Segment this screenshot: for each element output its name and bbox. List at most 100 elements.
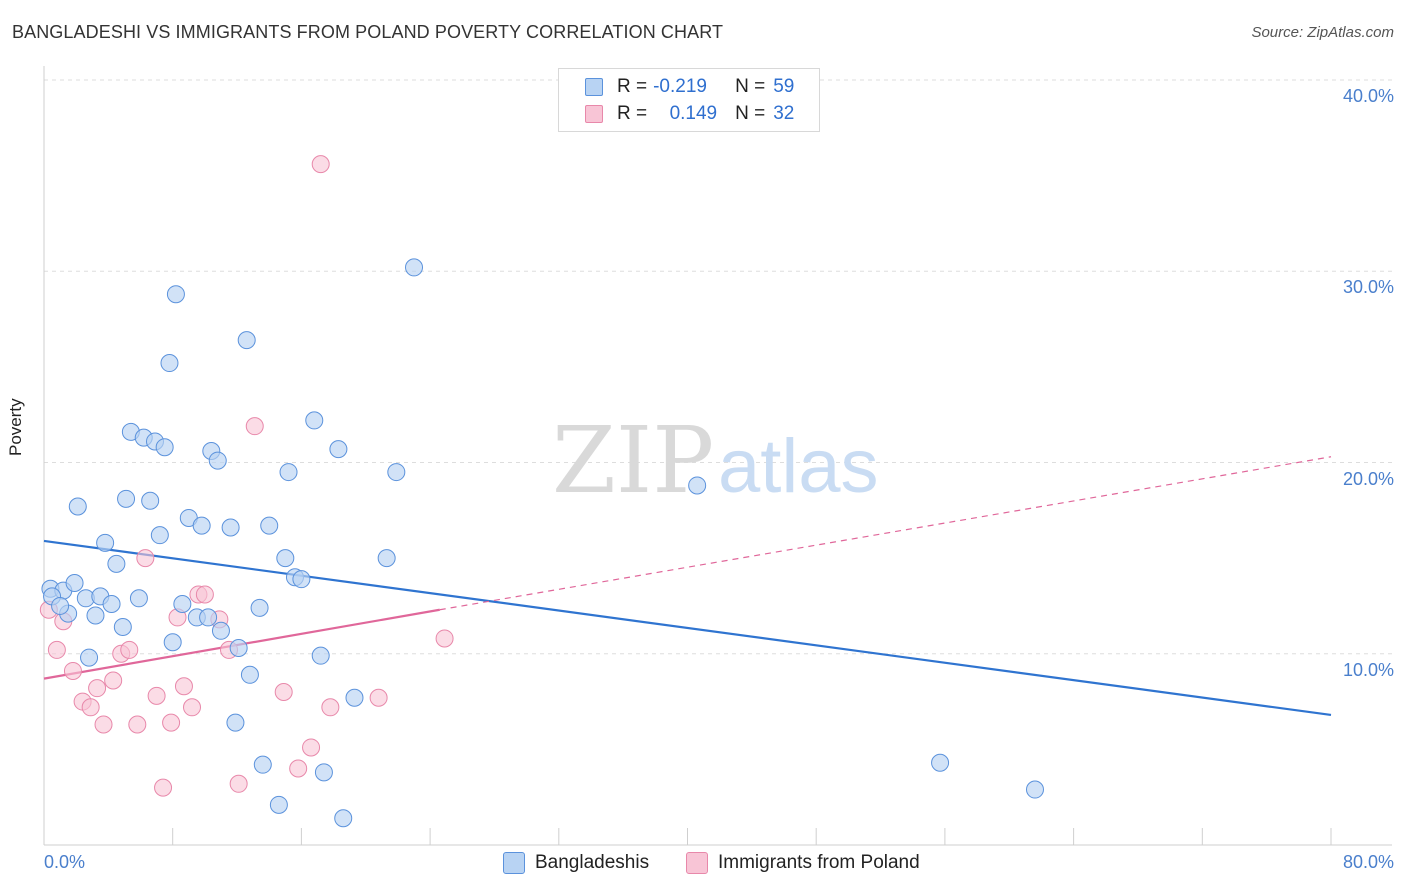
point-bangladeshis	[173, 595, 192, 614]
point-bangladeshis	[211, 621, 230, 640]
point-bangladeshis	[260, 516, 279, 535]
y-tick-label: 30.0%	[1342, 277, 1394, 298]
point-poland	[183, 698, 202, 717]
legend-n-value: 32	[773, 103, 795, 124]
legend-swatch-blue	[503, 852, 525, 874]
point-poland	[94, 715, 113, 734]
point-poland	[245, 417, 264, 436]
point-bangladeshis	[237, 331, 256, 350]
legend-r-value: -0.219	[653, 76, 707, 97]
point-bangladeshis	[80, 648, 99, 667]
point-poland	[88, 679, 107, 698]
watermark-zip: ZIP	[552, 407, 714, 514]
legend-row-poland: R = 0.149 N = 32	[585, 102, 794, 126]
point-bangladeshis	[311, 646, 330, 665]
point-bangladeshis	[65, 573, 84, 592]
point-bangladeshis	[150, 526, 169, 545]
point-bangladeshis	[199, 608, 218, 627]
trend-line-bangladeshis	[43, 539, 1332, 717]
point-bangladeshis	[240, 665, 259, 684]
point-poland	[321, 698, 340, 717]
point-bangladeshis	[226, 713, 245, 732]
point-poland	[302, 738, 321, 757]
point-bangladeshis	[334, 809, 353, 828]
point-bangladeshis	[155, 438, 174, 457]
point-bangladeshis	[107, 554, 126, 573]
trend-line-poland-extension	[439, 456, 1332, 611]
data-points	[39, 155, 1044, 828]
legend-r-label: R =	[617, 76, 648, 97]
legend-label: Bangladeshis	[535, 852, 650, 873]
point-poland	[63, 661, 82, 680]
y-tick-label: 10.0%	[1342, 659, 1394, 680]
legend-item-poland[interactable]: Immigrants from Poland	[686, 852, 920, 874]
point-bangladeshis	[160, 354, 179, 373]
point-bangladeshis	[113, 617, 132, 636]
legend-n-label: N =	[735, 103, 766, 124]
point-poland	[174, 677, 193, 696]
point-bangladeshis	[229, 639, 248, 658]
y-tick-label: 40.0%	[1342, 86, 1394, 106]
point-bangladeshis	[387, 463, 406, 482]
legend-item-bangladeshis[interactable]: Bangladeshis	[503, 852, 649, 874]
legend-swatch-pink	[686, 852, 708, 874]
point-bangladeshis	[208, 451, 227, 470]
chart-title: BANGLADESHI VS IMMIGRANTS FROM POLAND PO…	[12, 22, 724, 42]
point-bangladeshis	[345, 688, 364, 707]
point-poland	[147, 686, 166, 705]
legend-r-label: R =	[617, 103, 648, 124]
y-tick-label: 20.0%	[1342, 468, 1394, 489]
x-tick-max: 80.0%	[1342, 852, 1394, 872]
point-poland	[104, 671, 123, 690]
legend-label: Immigrants from Poland	[718, 852, 920, 873]
point-bangladeshis	[269, 795, 288, 814]
point-poland	[128, 715, 147, 734]
watermark: ZIP atlas	[552, 407, 879, 514]
legend-n-value: 59	[773, 76, 795, 97]
point-bangladeshis	[292, 570, 311, 589]
point-bangladeshis	[96, 533, 115, 552]
legend-r-value: 0.149	[669, 103, 718, 124]
point-bangladeshis	[931, 753, 950, 772]
point-bangladeshis	[305, 411, 324, 430]
point-bangladeshis	[279, 463, 298, 482]
point-poland	[136, 549, 155, 568]
point-bangladeshis	[377, 549, 396, 568]
point-bangladeshis	[688, 476, 707, 495]
point-poland	[120, 640, 139, 659]
axes	[43, 66, 1392, 846]
point-bangladeshis	[253, 755, 272, 774]
x-tick-min: 0.0%	[44, 852, 86, 872]
point-bangladeshis	[250, 598, 269, 617]
point-poland	[311, 155, 330, 174]
watermark-atlas: atlas	[718, 424, 879, 509]
legend-n-label: N =	[735, 76, 766, 97]
point-bangladeshis	[51, 596, 70, 615]
point-bangladeshis	[129, 589, 148, 608]
point-bangladeshis	[141, 491, 160, 510]
point-poland	[162, 713, 181, 732]
point-bangladeshis	[314, 763, 333, 782]
point-bangladeshis	[102, 595, 121, 614]
point-bangladeshis	[163, 633, 182, 652]
legend-swatch-blue	[585, 78, 603, 96]
point-bangladeshis	[192, 516, 211, 535]
point-bangladeshis	[405, 258, 424, 277]
point-poland	[274, 683, 293, 701]
point-bangladeshis	[1025, 780, 1044, 799]
point-bangladeshis	[117, 489, 136, 508]
point-bangladeshis	[68, 497, 87, 516]
stats-legend: R = -0.219 N = 59 R = 0.149 N = 32	[558, 68, 820, 132]
point-poland	[229, 774, 248, 793]
point-poland	[195, 585, 214, 604]
point-poland	[154, 778, 173, 797]
point-bangladeshis	[86, 606, 105, 625]
legend-swatch-pink	[585, 105, 603, 123]
legend-row-bangladeshi: R = -0.219 N = 59	[585, 75, 794, 99]
point-bangladeshis	[276, 549, 295, 568]
point-poland	[47, 640, 66, 659]
point-poland	[81, 698, 100, 717]
point-poland	[435, 629, 454, 648]
point-bangladeshis	[166, 285, 185, 304]
